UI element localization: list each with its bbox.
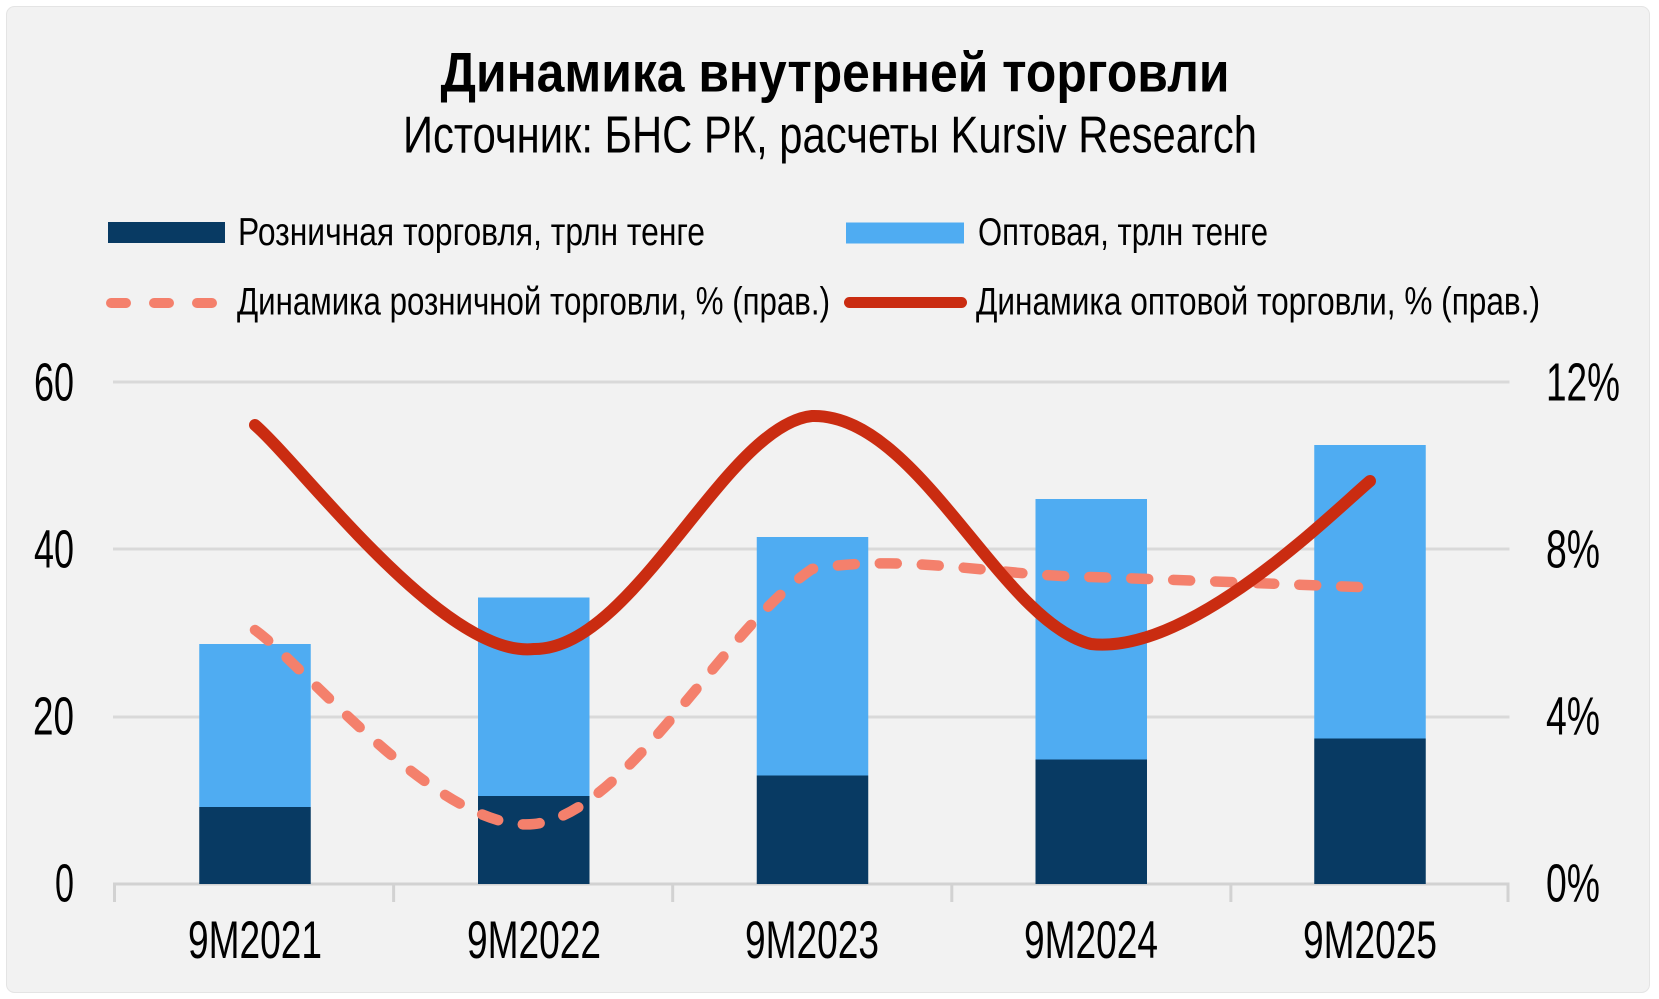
svg-text:Источник: БНС РК, расчеты Kurs: Источник: БНС РК, расчеты Kursiv Researc… bbox=[403, 107, 1257, 165]
svg-text:9M2024: 9M2024 bbox=[1024, 911, 1158, 970]
svg-text:60: 60 bbox=[34, 353, 74, 413]
svg-text:8%: 8% bbox=[1546, 520, 1600, 580]
svg-text:Оптовая, трлн тенге: Оптовая, трлн тенге bbox=[978, 211, 1268, 254]
svg-text:9M2025: 9M2025 bbox=[1303, 911, 1437, 970]
svg-text:Розничная торговля, трлн тенге: Розничная торговля, трлн тенге bbox=[238, 211, 705, 254]
svg-text:Динамика оптовой торговли, % (: Динамика оптовой торговли, % (прав.) bbox=[976, 281, 1540, 324]
svg-text:20: 20 bbox=[33, 687, 74, 747]
svg-text:Динамика розничной торговли, %: Динамика розничной торговли, % (прав.) bbox=[237, 281, 830, 324]
svg-text:4%: 4% bbox=[1546, 687, 1600, 747]
svg-text:9M2022: 9M2022 bbox=[467, 911, 601, 970]
svg-text:0%: 0% bbox=[1546, 854, 1600, 914]
svg-text:0: 0 bbox=[55, 854, 74, 914]
svg-text:9M2023: 9M2023 bbox=[745, 911, 879, 970]
svg-text:9M2021: 9M2021 bbox=[188, 911, 322, 970]
svg-text:12%: 12% bbox=[1546, 353, 1620, 413]
svg-text:40: 40 bbox=[34, 520, 74, 580]
svg-text:Динамика внутренней торговли: Динамика внутренней торговли bbox=[441, 41, 1230, 104]
